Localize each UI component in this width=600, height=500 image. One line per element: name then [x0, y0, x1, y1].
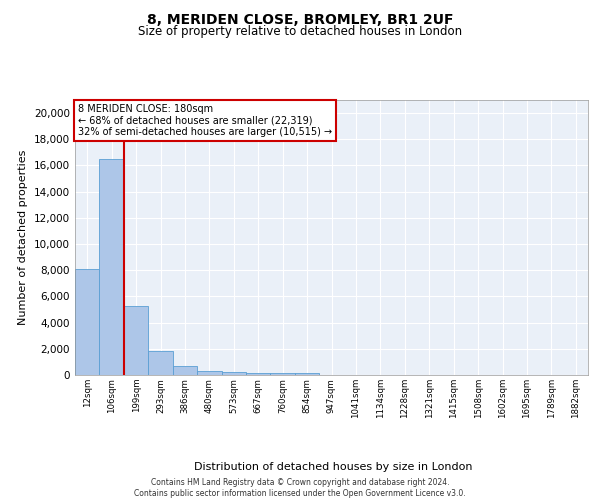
Bar — [124, 306, 148, 375]
Bar — [173, 366, 197, 375]
Bar — [148, 351, 173, 375]
Text: 8, MERIDEN CLOSE, BROMLEY, BR1 2UF: 8, MERIDEN CLOSE, BROMLEY, BR1 2UF — [147, 12, 453, 26]
Text: Contains HM Land Registry data © Crown copyright and database right 2024.
Contai: Contains HM Land Registry data © Crown c… — [134, 478, 466, 498]
Bar — [295, 374, 319, 375]
Bar — [221, 372, 246, 375]
Bar — [246, 372, 271, 375]
Text: Size of property relative to detached houses in London: Size of property relative to detached ho… — [138, 25, 462, 38]
Bar — [75, 269, 100, 375]
Bar — [100, 159, 124, 375]
Bar — [197, 371, 221, 375]
Bar — [271, 373, 295, 375]
Text: 8 MERIDEN CLOSE: 180sqm
← 68% of detached houses are smaller (22,319)
32% of sem: 8 MERIDEN CLOSE: 180sqm ← 68% of detache… — [77, 104, 332, 138]
Text: Distribution of detached houses by size in London: Distribution of detached houses by size … — [194, 462, 472, 472]
Y-axis label: Number of detached properties: Number of detached properties — [19, 150, 28, 325]
